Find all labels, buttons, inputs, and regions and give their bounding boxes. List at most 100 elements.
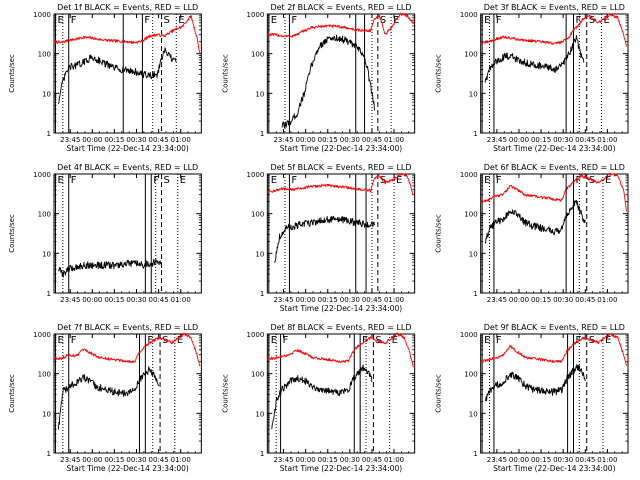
x-tick-label: 00:15 [531, 456, 551, 464]
event-marker-label: E [484, 175, 490, 186]
x-axis-label: Start Time (22-Dec-14 23:34:00) [280, 144, 402, 153]
series-events-line [57, 366, 160, 430]
y-tick-label: 100 [38, 371, 51, 379]
x-tick-label: 01:00 [597, 296, 617, 304]
y-tick-label: 1 [47, 130, 51, 138]
series-events-line [274, 215, 376, 264]
x-axis-label: Start Time (22-Dec-14 23:34:00) [66, 464, 188, 473]
event-marker-label: F [144, 15, 150, 26]
series-lld-line [266, 172, 414, 195]
x-tick-label: 00:15 [104, 136, 124, 144]
event-marker-label: E [180, 175, 186, 186]
x-tick-label: 00:30 [340, 136, 360, 144]
series-events-line [281, 34, 376, 129]
panel-title: Det 3f BLACK = Events, RED = LLD [484, 3, 625, 12]
event-marker-label: F [496, 175, 502, 186]
series-lld-line [480, 333, 627, 367]
plot-frame [266, 13, 416, 134]
panel-title: Det 6f BLACK = Events, RED = LLD [484, 163, 625, 172]
y-axis-label: Counts/sec [221, 374, 229, 413]
y-tick-label: 100 [38, 211, 51, 219]
y-tick-label: 100 [251, 211, 264, 219]
panel-7: Det 7f BLACK = Events, RED = LLD 1 10 100 10… [8, 323, 202, 473]
x-axis-label: Start Time (22-Dec-14 23:34:00) [280, 304, 402, 313]
event-marker-label: E [177, 335, 183, 346]
event-marker-label: E [603, 15, 609, 26]
event-marker-label: F [71, 15, 77, 26]
y-axis-label: Counts/sec [435, 54, 443, 93]
x-tick-label: 00:00 [509, 136, 529, 144]
panel-title: Det 7f BLACK = Events, RED = LLD [57, 323, 198, 332]
y-tick-label: 100 [38, 51, 51, 59]
panel-5: Det 5f BLACK = Events, RED = LLD 1 10 100 10… [247, 163, 416, 313]
y-tick-label: 1000 [247, 11, 265, 19]
x-axis-label: Start Time (22-Dec-14 23:34:00) [493, 144, 615, 153]
x-tick-label: 00:45 [149, 456, 169, 464]
x-tick-label: 23:45 [487, 296, 507, 304]
event-marker-label: F [153, 175, 159, 186]
event-marker-label: S [380, 15, 386, 26]
x-tick-label: 01:00 [597, 136, 617, 144]
plot-frame [480, 13, 629, 134]
y-tick-label: 10 [469, 90, 478, 98]
y-tick-label: 1 [260, 130, 264, 138]
x-tick-label: 23:45 [60, 136, 80, 144]
plot-frame [53, 13, 202, 134]
event-marker-label: S [589, 15, 595, 26]
x-tick-label: 23:45 [273, 296, 293, 304]
panel-title: Det 1f BLACK = Events, RED = LLD [57, 3, 198, 12]
y-tick-label: 1000 [460, 11, 478, 19]
x-tick-label: 00:45 [362, 136, 382, 144]
event-marker-label: E [605, 335, 611, 346]
x-tick-label: 00:45 [362, 456, 382, 464]
event-marker-label: E [57, 335, 63, 346]
series-events-line [57, 47, 177, 105]
y-tick-label: 1000 [247, 171, 265, 179]
x-tick-label: 00:15 [104, 456, 124, 464]
y-tick-label: 1000 [460, 331, 478, 339]
event-marker-label: S [164, 175, 170, 186]
x-tick-label: 00:00 [82, 296, 102, 304]
series-lld-line [266, 12, 414, 39]
event-marker-label: F [496, 335, 502, 346]
panel-8: Det 8f BLACK = Events, RED = LLD 1 10 100 10… [221, 323, 416, 473]
x-tick-label: 23:45 [60, 296, 80, 304]
x-tick-label: 00:15 [318, 136, 338, 144]
y-tick-label: 1000 [33, 11, 51, 19]
x-tick-label: 23:45 [60, 456, 80, 464]
event-marker-label: E [178, 15, 184, 26]
event-marker-label: E [393, 15, 399, 26]
x-tick-label: 00:30 [126, 136, 146, 144]
x-tick-label: 01:00 [384, 136, 404, 144]
series-events-line [271, 364, 373, 430]
y-tick-label: 1000 [33, 331, 51, 339]
y-axis-label: Counts/sec [8, 214, 16, 253]
event-marker-label: F [496, 15, 502, 26]
y-tick-label: 1 [47, 450, 51, 458]
event-marker-label: F [291, 15, 297, 26]
x-tick-label: 01:00 [171, 456, 191, 464]
x-tick-label: 00:15 [318, 296, 338, 304]
y-tick-label: 10 [42, 250, 51, 258]
y-tick-label: 100 [251, 51, 264, 59]
event-marker-label: F [575, 175, 581, 186]
x-tick-label: 00:00 [296, 456, 316, 464]
y-tick-label: 10 [469, 250, 478, 258]
panel-title: Det 2f BLACK = Events, RED = LLD [270, 3, 411, 12]
event-marker-label: E [396, 175, 402, 186]
y-axis-label: Counts/sec [435, 214, 443, 253]
event-marker-label: E [392, 335, 398, 346]
series-lld-line [480, 13, 627, 47]
y-tick-label: 10 [255, 90, 264, 98]
plot-frame [266, 173, 416, 294]
event-marker-label: F [283, 335, 289, 346]
plot-frame [480, 333, 629, 454]
x-tick-label: 00:00 [509, 296, 529, 304]
y-tick-label: 1 [473, 450, 477, 458]
y-axis-label: Counts/sec [8, 54, 16, 93]
event-marker-label: E [57, 15, 63, 26]
event-marker-label: E [484, 335, 490, 346]
x-tick-label: 00:15 [104, 296, 124, 304]
event-marker-label: E [484, 15, 490, 26]
x-tick-label: 00:30 [553, 136, 573, 144]
